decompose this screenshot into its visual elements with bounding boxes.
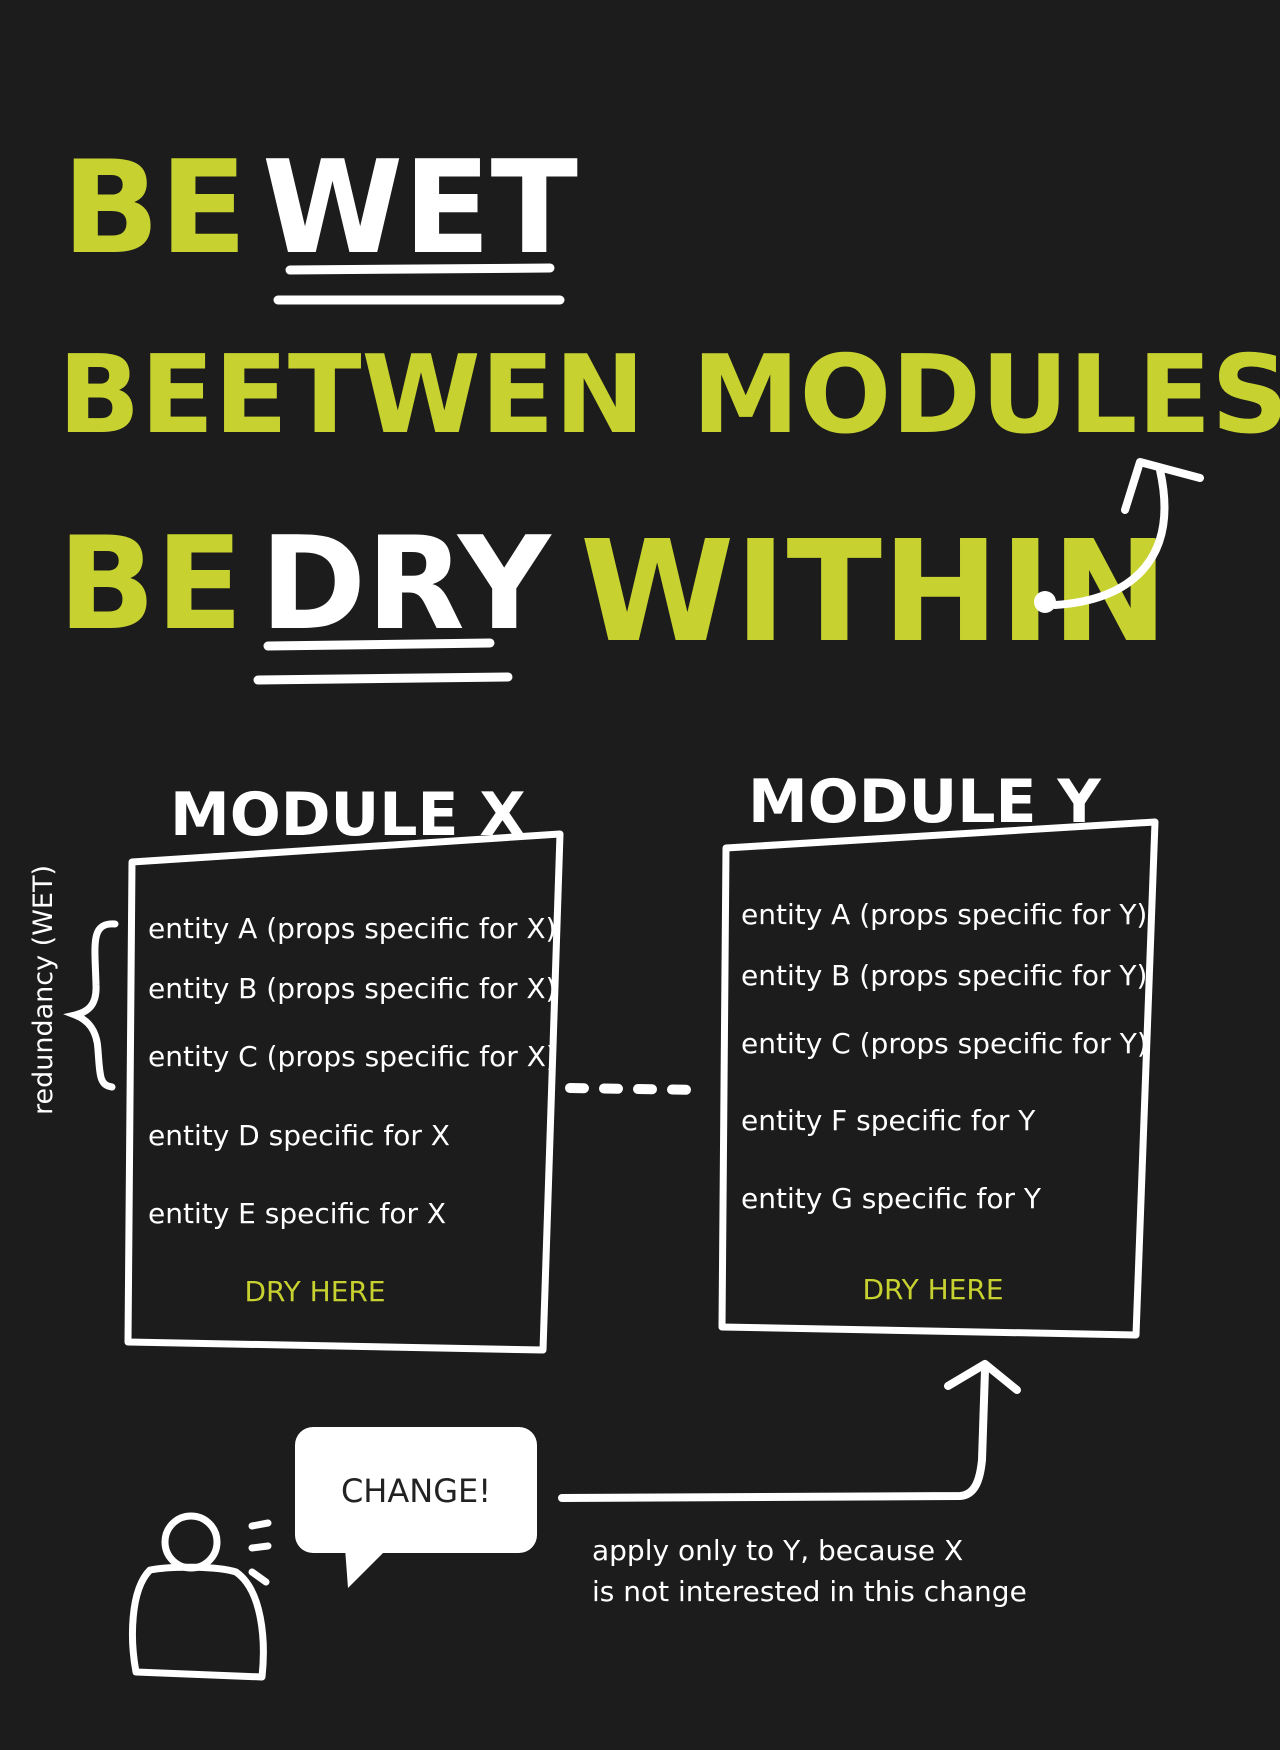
heading-within: WITHIN <box>580 511 1168 674</box>
change-arrow <box>558 1366 989 1502</box>
dry-underline <box>253 638 513 685</box>
change-arrow-head <box>944 1360 1021 1394</box>
module-x: MODULE X entity A (props specific for X)… <box>124 780 564 1354</box>
heading-be-1: BE <box>62 134 247 283</box>
module-dotted-connector <box>565 1083 707 1095</box>
module-x-dry-here: DRY HERE <box>244 1275 385 1308</box>
heading-beetwen: BEETWEN <box>58 333 645 458</box>
module-y-entity-f: entity F specific for Y <box>741 1104 1036 1137</box>
within-arrow-dot <box>1034 591 1056 613</box>
person-body <box>129 1563 267 1681</box>
heading-wet: WET <box>262 134 578 283</box>
speech-bubble-box <box>295 1427 537 1553</box>
module-x-entity-b: entity B (props specific for X) <box>148 972 556 1005</box>
speech-bubble-tail <box>345 1548 388 1588</box>
person-figure <box>129 1512 272 1681</box>
speech-bubble: CHANGE! <box>295 1427 537 1588</box>
heading-dry: DRY <box>260 510 552 659</box>
heading-be-2: BE <box>58 510 243 659</box>
module-y-box <box>718 818 1159 1339</box>
module-x-entity-d: entity D specific for X <box>148 1119 450 1152</box>
module-x-entity-c: entity C (props specific for X) <box>148 1040 557 1073</box>
person-head <box>161 1512 221 1572</box>
module-y-dry-here: DRY HERE <box>862 1273 1003 1306</box>
redundancy-brace <box>63 920 119 1091</box>
module-x-entity-e: entity E specific for X <box>148 1197 446 1230</box>
wet-underline <box>273 263 565 305</box>
speech-bubble-text: CHANGE! <box>341 1472 491 1510</box>
redundancy-label: redundancy (WET) <box>28 865 59 1115</box>
module-y-entity-a: entity A (props specific for Y) <box>741 898 1147 931</box>
within-curved-arrow <box>1051 466 1169 609</box>
module-y-entity-c: entity C (props specific for Y) <box>741 1027 1148 1060</box>
module-x-box <box>124 830 564 1354</box>
module-y: MODULE Y entity A (props specific for Y)… <box>718 767 1159 1339</box>
speech-marks <box>248 1519 272 1586</box>
module-y-entity-b: entity B (props specific for Y) <box>741 959 1147 992</box>
module-x-entity-a: entity A (props specific for X) <box>148 912 556 945</box>
heading-modules: MODULES <box>692 333 1280 458</box>
change-note-line-1: apply only to Y, because X <box>592 1534 963 1567</box>
change-note: apply only to Y, because X is not intere… <box>592 1534 1027 1608</box>
redundancy-marker: redundancy (WET) <box>28 865 119 1115</box>
change-note-line-2: is not interested in this change <box>592 1575 1027 1608</box>
within-arrow-head <box>1121 458 1204 514</box>
module-y-entity-g: entity G specific for Y <box>741 1182 1042 1215</box>
heading: BE WET BEETWEN MODULES BE DRY WITHIN <box>58 134 1280 685</box>
